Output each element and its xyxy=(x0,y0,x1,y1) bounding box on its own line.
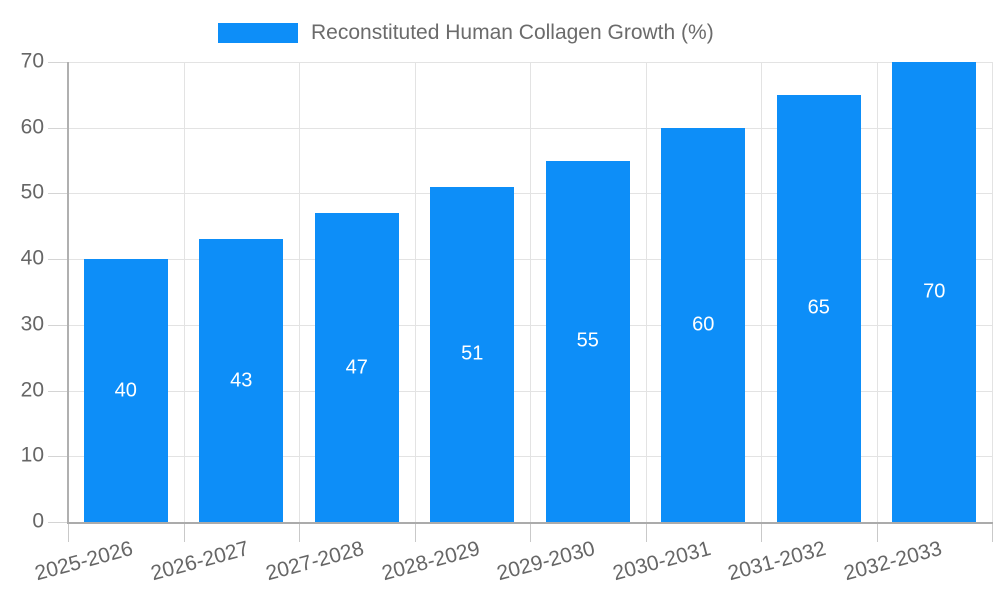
y-axis-tick-label: 10 xyxy=(20,443,44,467)
x-axis-tick xyxy=(530,522,531,542)
bar-2026-2027[interactable] xyxy=(199,239,284,522)
x-axis-tick-label: 2025-2026 xyxy=(32,537,136,586)
x-axis-tick xyxy=(183,522,185,542)
legend[interactable]: Reconstituted Human Collagen Growth (%) xyxy=(218,21,714,45)
y-axis-tick xyxy=(48,324,68,326)
x-axis-tick xyxy=(876,522,878,542)
gridline-vertical xyxy=(645,62,647,522)
bar-value-label: 70 xyxy=(923,280,946,303)
gridline-vertical xyxy=(183,62,185,522)
x-axis-tick xyxy=(414,522,416,542)
x-axis-tick-label: 2029-2030 xyxy=(494,537,598,586)
gridline-vertical xyxy=(414,62,416,522)
y-axis-tick-label: 0 xyxy=(32,509,44,533)
bar-2027-2028[interactable] xyxy=(314,213,399,522)
x-axis-tick-label: 2027-2028 xyxy=(263,537,367,586)
bar-value-label: 55 xyxy=(576,329,599,352)
x-axis-tick xyxy=(761,522,762,542)
y-axis-tick xyxy=(48,62,68,63)
bar-value-label: 47 xyxy=(345,356,368,379)
y-axis-tick-label: 50 xyxy=(20,180,44,204)
gridline-vertical xyxy=(299,62,300,522)
y-axis-tick xyxy=(48,456,68,458)
bar-2032-2033[interactable] xyxy=(892,62,977,522)
bar-2028-2029[interactable] xyxy=(430,186,515,522)
x-axis-tick-label: 2030-2031 xyxy=(610,537,714,586)
y-axis-line xyxy=(67,62,69,524)
gridline-vertical xyxy=(992,62,993,522)
bar-2029-2030[interactable] xyxy=(545,160,630,522)
bar-value-label: 43 xyxy=(230,369,253,392)
y-axis-tick xyxy=(48,522,68,523)
bar-value-label: 51 xyxy=(461,342,484,365)
y-axis-tick xyxy=(48,259,68,261)
x-axis-tick-label: 2028-2029 xyxy=(379,537,483,586)
bar-2025-2026[interactable] xyxy=(83,259,168,522)
gridline-vertical xyxy=(876,62,878,522)
bar-value-label: 60 xyxy=(692,313,715,336)
x-axis-tick-label: 2031-2032 xyxy=(725,537,829,586)
y-axis-tick xyxy=(48,390,68,392)
x-axis-tick-label: 2026-2027 xyxy=(148,537,252,586)
y-axis-tick xyxy=(48,193,68,195)
bar-value-label: 40 xyxy=(114,379,137,402)
bar-2031-2032[interactable] xyxy=(776,94,861,522)
bar-value-label: 65 xyxy=(807,296,830,319)
x-axis-tick xyxy=(299,522,300,542)
x-axis-tick xyxy=(992,522,993,542)
y-axis-tick-label: 30 xyxy=(20,312,44,336)
x-axis-tick-label: 2032-2033 xyxy=(841,537,945,586)
legend-swatch xyxy=(218,23,298,43)
y-axis-tick-label: 60 xyxy=(20,115,44,139)
y-axis-tick-label: 20 xyxy=(20,378,44,402)
y-axis-tick xyxy=(48,127,68,129)
x-axis-tick xyxy=(645,522,647,542)
gridline-vertical xyxy=(761,62,762,522)
gridline-vertical xyxy=(530,62,531,522)
y-axis-tick-label: 40 xyxy=(20,246,44,270)
x-axis-tick xyxy=(68,522,69,542)
legend-label: Reconstituted Human Collagen Growth (%) xyxy=(311,21,714,44)
bar-2030-2031[interactable] xyxy=(661,127,746,522)
y-axis-tick-label: 70 xyxy=(20,49,44,73)
x-axis-line xyxy=(67,522,993,524)
